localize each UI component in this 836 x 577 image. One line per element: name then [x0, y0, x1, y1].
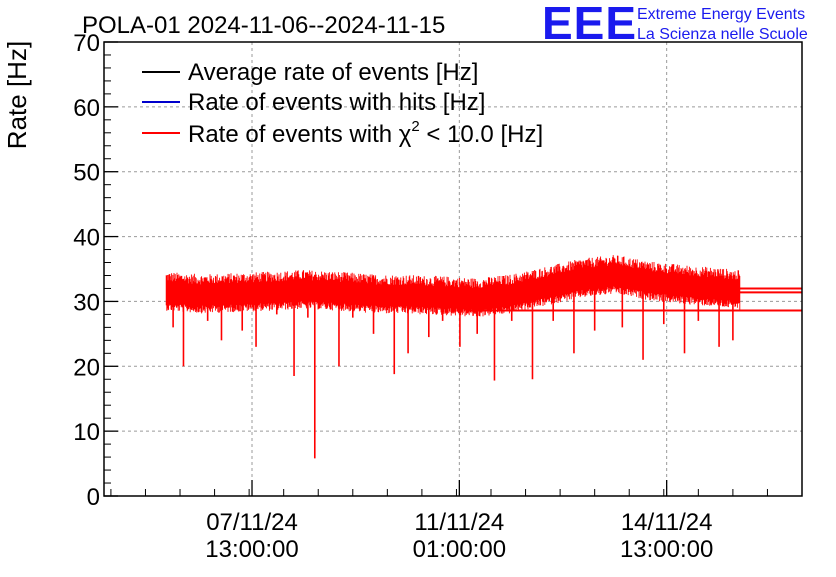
legend-entry-average: Average rate of events [Hz]: [142, 59, 478, 86]
y-tick-label: 30: [73, 289, 100, 316]
y-tick-label: 40: [73, 225, 100, 252]
series-band: [165, 255, 741, 317]
y-tick-label: 20: [73, 354, 100, 381]
eee-logo-line1: Extreme Energy Events: [637, 6, 805, 23]
y-tick-labels: 0 10 20 30 40 50 60 70: [73, 30, 100, 511]
eee-logo-mark: EEE: [542, 0, 637, 49]
y-tick-label: 70: [73, 30, 100, 57]
legend: Average rate of events [Hz] Rate of even…: [142, 59, 543, 148]
x-tick-label-date: 14/11/24: [621, 509, 713, 536]
legend-entry-hits: Rate of events with hits [Hz]: [142, 89, 485, 116]
x-tick-label-date: 11/11/24: [414, 509, 504, 536]
axes: [104, 41, 768, 497]
legend-label: Average rate of events [Hz]: [188, 59, 478, 86]
plot-frame: [103, 41, 803, 497]
eee-logo-line2: La Scienza nelle Scuole: [637, 26, 808, 43]
x-tick-label-date: 07/11/24: [206, 509, 298, 536]
x-tick-labels: 07/11/24 13:00:00 11/11/24 01:00:00 14/1…: [205, 509, 713, 563]
y-tick-label: 60: [73, 95, 100, 122]
legend-entry-chi2: Rate of events with χ2 < 10.0 [Hz]: [142, 118, 543, 148]
legend-label: Rate of events with hits [Hz]: [188, 89, 485, 116]
x-tick-label-time: 01:00:00: [413, 536, 506, 563]
y-tick-label: 50: [73, 160, 100, 187]
x-tick-label-time: 13:00:00: [205, 536, 298, 563]
y-tick-label: 0: [87, 484, 100, 511]
legend-label: Rate of events with χ2 < 10.0 [Hz]: [188, 118, 543, 148]
y-tick-label: 10: [73, 419, 100, 446]
x-tick-label-time: 13:00:00: [620, 536, 713, 563]
series-rate-chi2: [165, 255, 802, 459]
eee-logo: EEE Extreme Energy Events La Scienza nel…: [542, 0, 808, 49]
y-axis-label: Rate [Hz]: [2, 41, 32, 149]
chart-title: POLA-01 2024-11-06--2024-11-15: [82, 12, 445, 39]
